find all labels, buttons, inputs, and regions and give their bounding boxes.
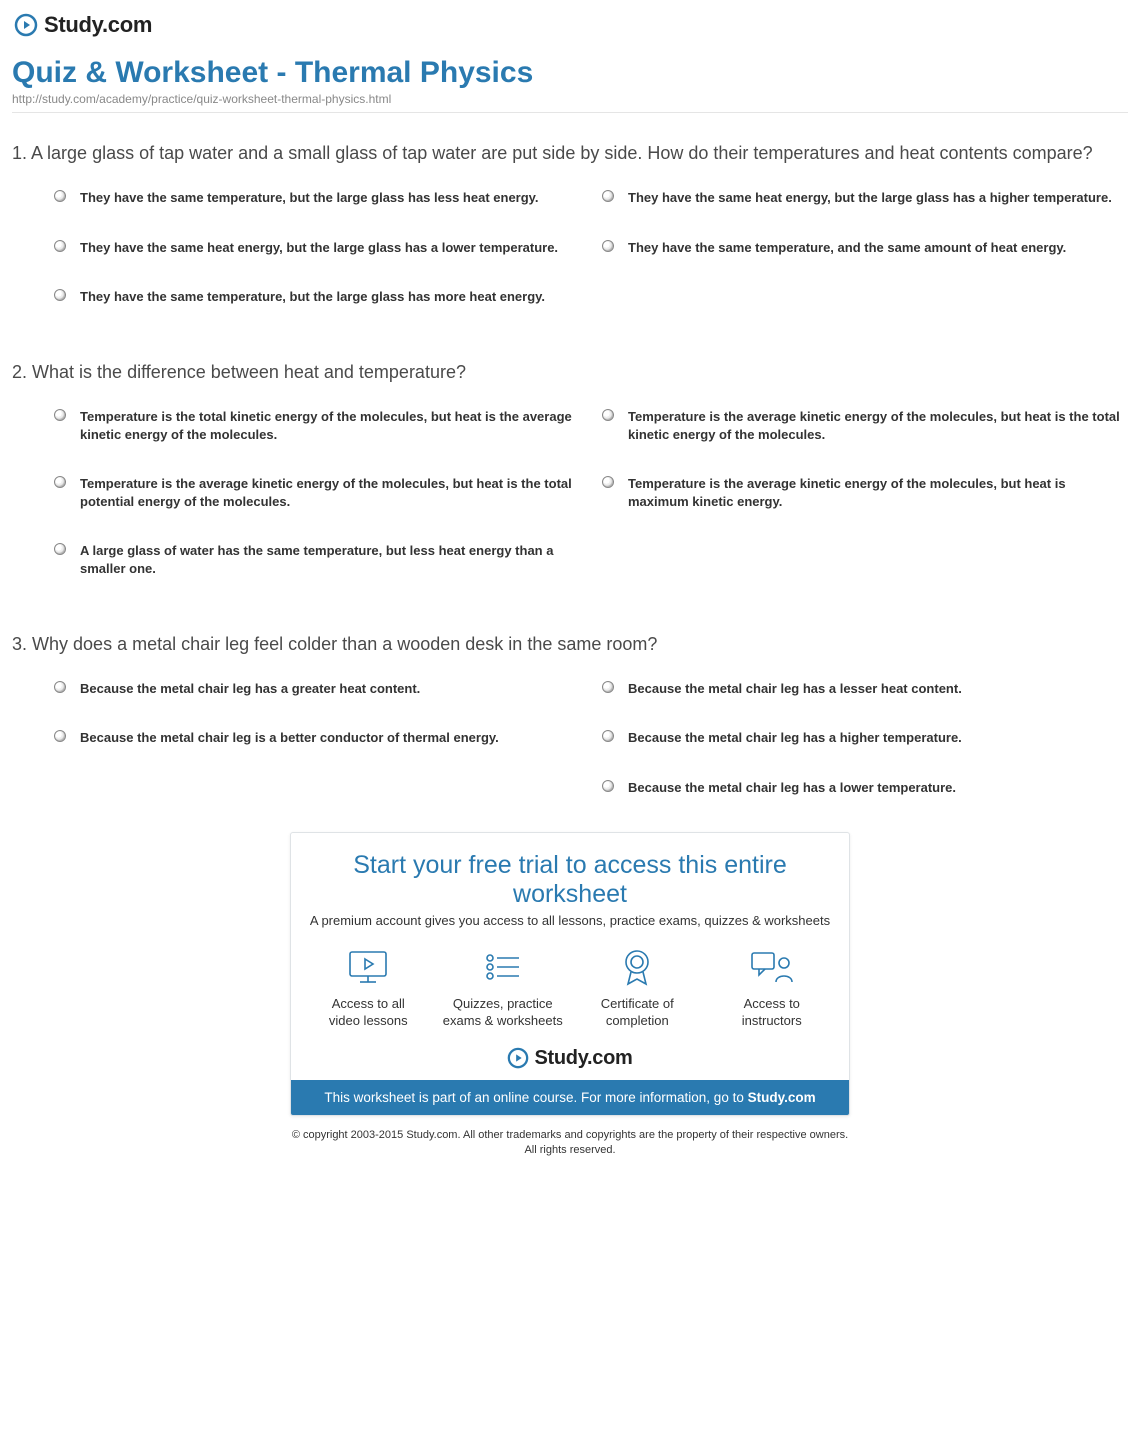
- brand-name: Study.com: [534, 1047, 632, 1070]
- promo-features: Access to all video lessons Quizzes, pra…: [291, 942, 849, 1039]
- option[interactable]: They have the same heat energy, but the …: [602, 189, 1120, 207]
- feature-instructors: Access to instructors: [705, 948, 840, 1029]
- promo-subtitle: A premium account gives you access to al…: [309, 913, 831, 928]
- option-label: Temperature is the average kinetic energ…: [628, 475, 1120, 510]
- question-3-options: Because the metal chair leg has a greate…: [12, 680, 1128, 797]
- radio-button[interactable]: [54, 289, 66, 301]
- feature-quizzes: Quizzes, practice exams & worksheets: [436, 948, 571, 1029]
- copyright-line: All rights reserved.: [290, 1143, 850, 1158]
- radio-button[interactable]: [602, 190, 614, 202]
- page-url: http://study.com/academy/practice/quiz-w…: [12, 92, 1128, 106]
- award-icon: [574, 948, 701, 986]
- option[interactable]: Because the metal chair leg has a greate…: [54, 680, 572, 698]
- question-1: 1. A large glass of tap water and a smal…: [12, 141, 1128, 306]
- brand-name: Study.com: [44, 12, 152, 38]
- feature-text: instructors: [709, 1013, 836, 1029]
- monitor-play-icon: [305, 948, 432, 986]
- option[interactable]: Temperature is the average kinetic energ…: [54, 475, 572, 510]
- option-label: They have the same temperature, but the …: [80, 288, 545, 306]
- option-label: They have the same temperature, but the …: [80, 189, 539, 207]
- radio-button[interactable]: [54, 409, 66, 421]
- radio-button[interactable]: [54, 543, 66, 555]
- feature-video-lessons: Access to all video lessons: [301, 948, 436, 1029]
- feature-text: exams & worksheets: [440, 1013, 567, 1029]
- option-label: A large glass of water has the same temp…: [80, 542, 572, 577]
- radio-button[interactable]: [602, 240, 614, 252]
- copyright: © copyright 2003-2015 Study.com. All oth…: [290, 1128, 850, 1158]
- feature-text: video lessons: [305, 1013, 432, 1029]
- radio-button[interactable]: [602, 780, 614, 792]
- option-label: They have the same heat energy, but the …: [628, 189, 1112, 207]
- promo-brand-logo: Study.com: [291, 1047, 849, 1070]
- page-title: Quiz & Worksheet - Thermal Physics: [12, 56, 1128, 90]
- option-label: Temperature is the average kinetic energ…: [80, 475, 572, 510]
- option[interactable]: Because the metal chair leg is a better …: [54, 729, 572, 747]
- brand-logo: Study.com: [14, 12, 1128, 38]
- option[interactable]: They have the same temperature, but the …: [54, 189, 572, 207]
- radio-button[interactable]: [54, 476, 66, 488]
- option-label: Because the metal chair leg has a lower …: [628, 779, 956, 797]
- instructor-chat-icon: [709, 948, 836, 986]
- feature-certificate: Certificate of completion: [570, 948, 705, 1029]
- question-text: 3. Why does a metal chair leg feel colde…: [12, 632, 1128, 656]
- question-3: 3. Why does a metal chair leg feel colde…: [12, 632, 1128, 797]
- feature-text: Access to all: [305, 996, 432, 1012]
- feature-text: Certificate of: [574, 996, 701, 1012]
- option[interactable]: Because the metal chair leg has a lower …: [602, 779, 1120, 797]
- promo-title: Start your free trial to access this ent…: [309, 851, 831, 909]
- option[interactable]: Temperature is the total kinetic energy …: [54, 408, 572, 443]
- option-label: They have the same heat energy, but the …: [80, 239, 558, 257]
- option-label: Because the metal chair leg has a lesser…: [628, 680, 962, 698]
- title-separator: [12, 112, 1128, 113]
- promo-banner-text: This worksheet is part of an online cour…: [324, 1090, 747, 1105]
- option[interactable]: Because the metal chair leg has a lesser…: [602, 680, 1120, 698]
- option[interactable]: A large glass of water has the same temp…: [54, 542, 572, 577]
- promo-banner-link[interactable]: Study.com: [748, 1090, 816, 1105]
- option-label: Because the metal chair leg has a higher…: [628, 729, 962, 747]
- option[interactable]: They have the same temperature, but the …: [54, 288, 572, 306]
- feature-text: completion: [574, 1013, 701, 1029]
- option[interactable]: Because the metal chair leg has a higher…: [602, 729, 1120, 747]
- feature-text: Quizzes, practice: [440, 996, 567, 1012]
- question-text: 1. A large glass of tap water and a smal…: [12, 141, 1128, 165]
- question-text: 2. What is the difference between heat a…: [12, 360, 1128, 384]
- question-1-options: They have the same temperature, but the …: [12, 189, 1128, 306]
- option[interactable]: They have the same temperature, and the …: [602, 239, 1120, 257]
- promo-card: Start your free trial to access this ent…: [290, 832, 850, 1116]
- option-label: Because the metal chair leg is a better …: [80, 729, 499, 747]
- radio-button[interactable]: [602, 681, 614, 693]
- list-icon: [440, 948, 567, 986]
- radio-button[interactable]: [602, 476, 614, 488]
- radio-button[interactable]: [54, 730, 66, 742]
- radio-button[interactable]: [602, 730, 614, 742]
- radio-button[interactable]: [54, 681, 66, 693]
- feature-text: Access to: [709, 996, 836, 1012]
- question-2: 2. What is the difference between heat a…: [12, 360, 1128, 578]
- copyright-line: © copyright 2003-2015 Study.com. All oth…: [290, 1128, 850, 1143]
- play-circle-icon: [14, 13, 38, 37]
- question-2-options: Temperature is the total kinetic energy …: [12, 408, 1128, 577]
- option[interactable]: They have the same heat energy, but the …: [54, 239, 572, 257]
- option-label: They have the same temperature, and the …: [628, 239, 1066, 257]
- option-label: Temperature is the total kinetic energy …: [80, 408, 572, 443]
- radio-button[interactable]: [54, 190, 66, 202]
- promo-banner[interactable]: This worksheet is part of an online cour…: [291, 1080, 849, 1115]
- option[interactable]: Temperature is the average kinetic energ…: [602, 408, 1120, 443]
- radio-button[interactable]: [602, 409, 614, 421]
- radio-button[interactable]: [54, 240, 66, 252]
- option-label: Temperature is the average kinetic energ…: [628, 408, 1120, 443]
- option[interactable]: Temperature is the average kinetic energ…: [602, 475, 1120, 510]
- option-label: Because the metal chair leg has a greate…: [80, 680, 420, 698]
- play-circle-icon: [507, 1047, 529, 1069]
